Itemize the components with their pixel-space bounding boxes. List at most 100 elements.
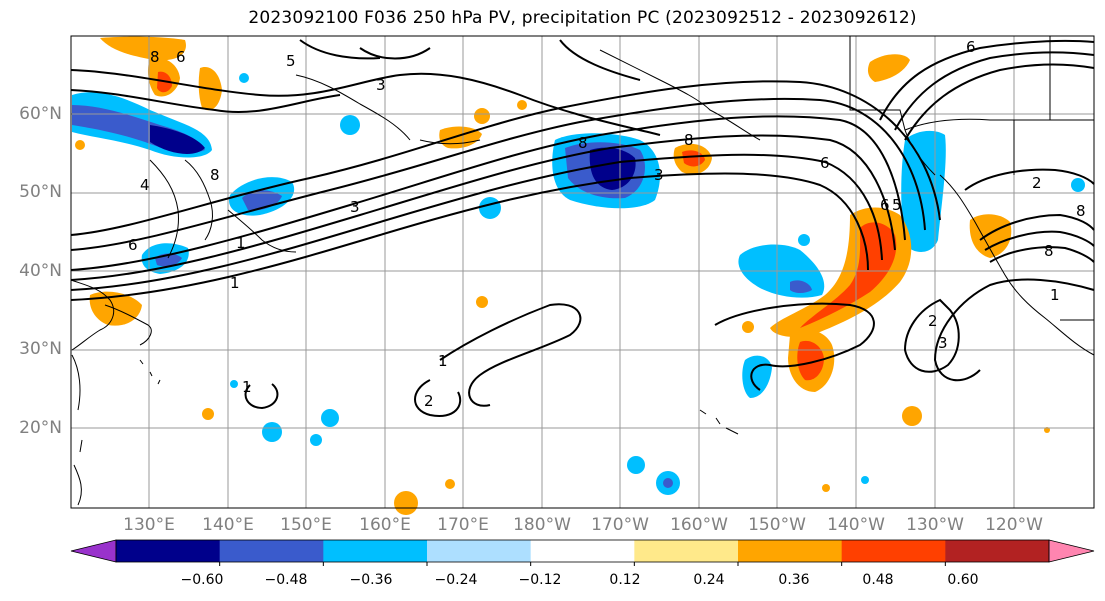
lat-label: 50°N [19,182,62,202]
precip-cell [262,422,282,442]
contour-label: 8 [1044,242,1054,260]
contour-label: 8 [578,134,588,152]
contour-label: 8 [1076,202,1086,220]
contour-label: 5 [286,52,296,70]
contour-label: 8 [210,166,220,184]
contour-label: 1 [236,234,246,252]
contour-label: 6 [820,154,830,172]
contour-label: 3 [350,198,360,216]
map-frame [70,35,1095,509]
contour-label: 3 [376,76,386,94]
precip-cell [340,115,360,135]
contour-label: 4 [140,176,150,194]
colorbar-extend-high [1048,539,1095,563]
colorbar-tick-label: −0.60 [180,572,224,588]
colorbar-tick-label: −0.48 [264,572,308,588]
lon-label: 130°E [123,515,175,535]
precip-cell [230,380,238,388]
lon-label: 170°W [591,515,649,535]
precip-cell [798,234,810,246]
colorbar-tick-label: −0.12 [518,572,562,588]
colorbar-extend-low [70,539,117,563]
lon-label: 150°W [748,515,806,535]
colorbar-tick-label: 0.12 [609,572,641,588]
colorbar-tick-label: 0.48 [862,572,894,588]
contour-label: 8 [150,48,160,66]
contour-label: 6 [176,48,186,66]
coastlines [70,36,1095,506]
map-panel: 5 3 8 6 8 4 8 3 6 1 3 8 6 6 5 6 2 8 1 1 … [70,35,1095,515]
contour-label: 6 [128,236,138,254]
colorbar [70,539,1095,566]
precip-pos-coast-core [800,222,897,328]
lat-label: 30°N [19,339,62,359]
precip-cell [479,197,501,219]
precip-cell [239,73,249,83]
precip-cell [861,476,869,484]
precip-pos-okhotsk [100,36,186,61]
lon-label: 120°W [985,515,1043,535]
precip-pos-subtropic-core [797,340,824,381]
precip-cell [663,478,673,488]
lat-label: 20°N [19,418,62,438]
contour-label: 2 [928,312,938,330]
colorbar-swatch [945,540,1050,562]
colorbar-swatch [738,540,843,562]
lon-label: 130°W [906,515,964,535]
contour-label: 2 [1032,174,1042,192]
precip-cell [627,456,645,474]
precip-pos-alaska-ne [867,54,910,82]
precip-cell [75,140,85,150]
contour-label: 2 [424,392,434,410]
precip-cell [445,479,455,489]
precip-neg-ne-pacific-core [790,280,812,293]
contour-label: 6 [966,38,976,56]
precip-pos-japan-s [89,291,142,326]
precip-cell [310,434,322,446]
colorbar-frame [115,539,1050,563]
contour-label: 1 [230,274,240,292]
chart-title: 2023092100 F036 250 hPa PV, precipitatio… [248,8,917,28]
colorbar-swatch [634,540,739,562]
precip-neg-hawaii-ne [742,355,772,398]
lat-label: 40°N [19,261,62,281]
contour-labels: 5 3 8 6 8 4 8 3 6 1 3 8 6 6 5 6 2 8 1 1 … [128,38,1086,410]
contour-label: 3 [654,166,664,184]
colorbar-swatch [427,540,532,562]
contour-label: 8 [684,131,694,149]
precip-cell [517,100,527,110]
colorbar-swatch [841,540,946,562]
precip-cell [822,484,830,492]
colorbar-tick-label: −0.36 [349,572,393,588]
precip-cell [202,408,214,420]
colorbar-swatch [530,540,635,562]
contour-label: 5 [892,196,902,214]
precip-pos-california [969,214,1012,258]
colorbar-tick-label: 0.24 [693,572,725,588]
colorbar-tick-label: −0.24 [434,572,478,588]
contour-label: 3 [938,334,948,352]
precip-cell [474,108,490,124]
lon-label: 180°W [513,515,571,535]
colorbar-swatch [323,540,428,562]
lon-label: 160°W [670,515,728,535]
contour-label: 1 [242,378,252,396]
precip-cell [902,406,922,426]
colorbar-swatch [116,540,221,562]
contour-label: 1 [438,352,448,370]
lon-label: 140°E [202,515,254,535]
precip-cell [476,296,488,308]
lon-label: 140°W [827,515,885,535]
precip-cell [394,491,418,515]
colorbar-tick-label: 0.60 [947,572,979,588]
pv-contours [70,39,1095,417]
contour-label: 1 [1050,286,1060,304]
precip-neg-kamchatka-deep [150,125,205,154]
precip-cell [1071,178,1085,192]
precip-shading [72,36,1085,515]
contour-label: 6 [880,196,890,214]
precip-cell [321,409,339,427]
colorbar-swatch [219,540,324,562]
lon-label: 160°E [359,515,411,535]
